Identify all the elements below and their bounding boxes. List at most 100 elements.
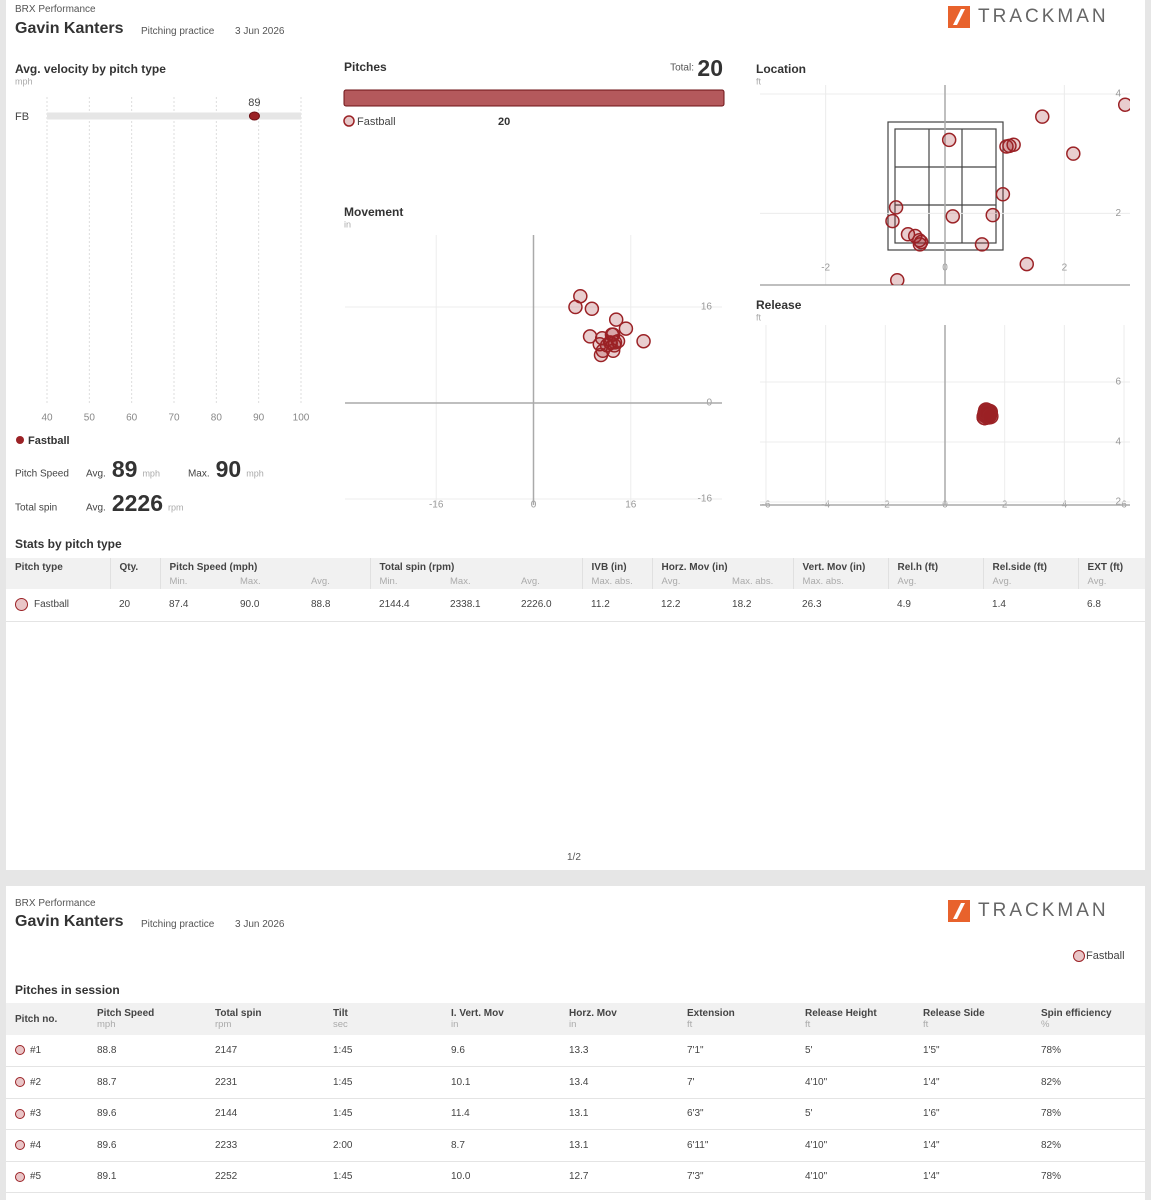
table-cell: 10.0	[442, 1161, 560, 1193]
session-type: Pitching practice	[141, 26, 215, 37]
column-subheader: Max.	[441, 574, 513, 589]
legend-marker	[343, 115, 355, 127]
table-cell: 7'1"	[678, 1035, 796, 1067]
chart-title: Location	[756, 62, 806, 76]
column-header: EXT (ft)	[1077, 558, 1146, 574]
logo-icon	[948, 6, 970, 28]
column-header: Pitch type	[6, 558, 110, 574]
y-tick-label: 4	[1115, 89, 1121, 100]
cell-text: 90.0	[240, 599, 260, 611]
cell-text: 9.6	[451, 1045, 465, 1056]
x-tick-label: 80	[211, 413, 223, 424]
cell-text: 2226.0	[521, 599, 552, 611]
row-marker	[15, 1140, 25, 1151]
cell-text: 2231	[215, 1076, 238, 1088]
y-tick-label: 6	[1115, 377, 1121, 388]
table-cell: 4.9	[888, 589, 984, 622]
cell-text: 88.8	[97, 1045, 117, 1056]
chart-unit: in	[344, 219, 351, 229]
table-cell: 89.1	[88, 1161, 206, 1193]
pitch-point	[568, 299, 583, 315]
cell-text: 1:45	[333, 1108, 353, 1120]
legend-marker	[16, 436, 24, 444]
pitch-point	[1117, 97, 1130, 112]
y-tick-label: 2	[1115, 208, 1121, 219]
pitch-point	[636, 333, 651, 349]
pitch-point	[618, 321, 634, 336]
cell-text: 7'	[687, 1076, 695, 1088]
row-marker	[15, 1077, 25, 1088]
session-type: Pitching practice	[141, 919, 215, 930]
pitch-point	[890, 272, 905, 285]
table-cell: 2231	[206, 1066, 324, 1099]
cell-text: 13.3	[569, 1045, 589, 1056]
legend-label: Fastball	[357, 116, 396, 128]
stats-table: Pitch type Qty. Pitch Speed (mph) Total spi…	[6, 558, 1146, 622]
column-header: Horz. Mov in	[560, 1003, 678, 1035]
summary-label: Total spin	[15, 503, 57, 514]
row-marker	[15, 1108, 25, 1119]
table-cell: 2:00	[324, 1129, 442, 1162]
column-header: Total spin (rpm)	[369, 558, 583, 574]
table-cell: 88.7	[88, 1066, 206, 1099]
pitch-point	[912, 232, 927, 248]
table-head: Pitch no. Pitch Speed mph Total spin rpm Tilt…	[6, 1003, 1145, 1035]
cell-text: 6'3"	[687, 1108, 704, 1120]
header-row: Pitch type Qty. Pitch Speed (mph) Total spi…	[6, 558, 1146, 574]
table-cell: 1'6"	[914, 1098, 1032, 1130]
column-header: IVB (in)	[581, 558, 653, 574]
table-row: #1 88.8 2147 1:45 9.6 13.3 7'1" 5' 1'5" 78%	[6, 1035, 1145, 1067]
table-cell: 4'10"	[796, 1066, 914, 1099]
column-header: Vert. Mov (in)	[792, 558, 889, 574]
stats-title: Stats by pitch type	[15, 537, 122, 551]
cell-text: 2144	[215, 1108, 238, 1120]
pitch-point	[602, 335, 618, 350]
table-cell: 26.3	[793, 589, 889, 622]
table-cell: 7'3"	[678, 1161, 796, 1193]
stat-value: 89	[112, 456, 138, 482]
cell-text: 5'	[805, 1108, 813, 1120]
pitch-point	[995, 187, 1011, 202]
cell-text: 26.3	[802, 599, 822, 611]
cell-text: 78%	[1041, 1045, 1062, 1056]
cell-text: 88.7	[97, 1076, 117, 1088]
table-cell: 6'11"	[678, 1129, 796, 1162]
column-unit: rpm	[215, 1019, 232, 1030]
points	[568, 288, 651, 363]
pitch-point	[985, 207, 1000, 223]
column-subheader: Min.	[159, 574, 231, 589]
cell-text: 78%	[1041, 1171, 1062, 1183]
table-cell: 1'5"	[914, 1035, 1032, 1067]
velocity-dot	[248, 111, 260, 121]
table-cell: 11.2	[582, 589, 653, 622]
table-cell: 87.4	[160, 589, 231, 622]
table-cell: 2338.1	[441, 589, 513, 622]
column-subheader	[109, 574, 160, 589]
table-cell: 8.7	[442, 1129, 560, 1162]
cell-text: 20	[119, 599, 131, 611]
legend: Fastball	[1073, 950, 1125, 963]
column-label: Pitch Speed	[97, 1008, 155, 1019]
stat-value: 90	[216, 456, 242, 482]
column-label: Pitch no.	[15, 1013, 58, 1025]
chart-title: Avg. velocity by pitch type	[15, 62, 166, 76]
cell-text: 13.1	[569, 1108, 589, 1120]
pitch-point	[945, 209, 961, 224]
y-tick-label: 16	[701, 302, 713, 313]
table-cell: 2233	[206, 1129, 324, 1162]
table-cell: 1:45	[324, 1035, 442, 1067]
cell-text: 12.7	[569, 1171, 589, 1183]
logo: TRACKMAN	[948, 900, 1109, 922]
y-tick-label: -16	[698, 494, 713, 505]
x-tick-label: 0	[531, 500, 537, 511]
column-unit: ft	[923, 1019, 929, 1030]
table-cell: 7'	[678, 1066, 796, 1099]
column-unit: in	[451, 1019, 459, 1030]
table-cell: #5	[6, 1161, 88, 1193]
cell-text: 8.7	[451, 1139, 465, 1151]
column-header: Spin efficiency%	[1032, 1003, 1145, 1035]
x-tick-label: 70	[168, 413, 180, 424]
row-marker	[15, 1045, 25, 1056]
logo: TRACKMAN	[948, 6, 1109, 28]
